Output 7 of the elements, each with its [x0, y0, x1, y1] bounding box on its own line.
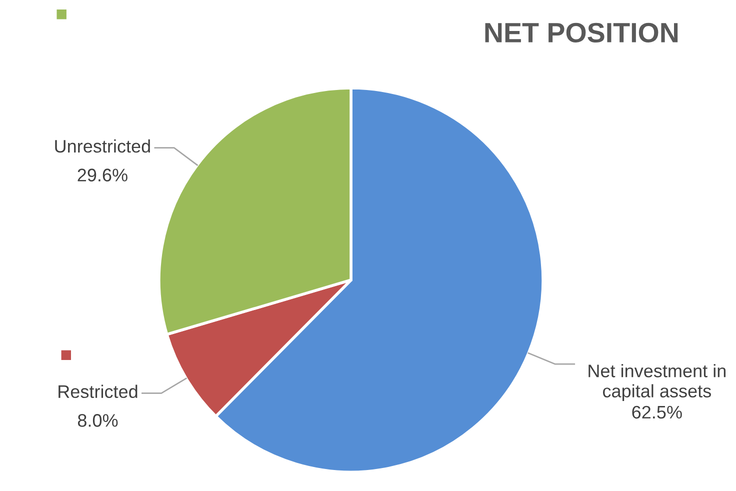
slice-label: Unrestricted	[55, 139, 150, 153]
chart-title: NET POSITION	[485, 22, 678, 42]
data-label: 8.0%	[78, 414, 118, 427]
slice-label: Net investment in capital assets	[588, 364, 726, 402]
data-label: 62.5%	[632, 406, 682, 419]
data-label: 29.6%	[78, 168, 128, 182]
slice-label: Restricted	[58, 384, 138, 398]
